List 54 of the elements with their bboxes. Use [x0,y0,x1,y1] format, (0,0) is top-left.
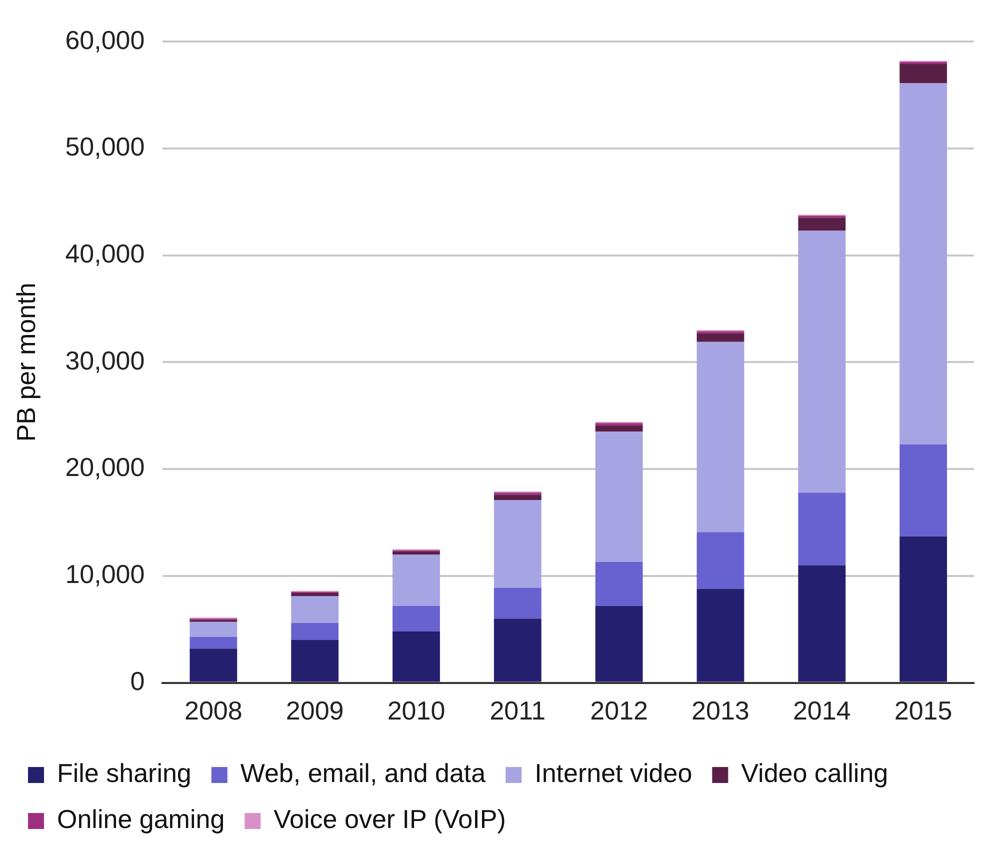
x-tick-label: 2008 [184,696,242,726]
bar [595,425,643,432]
bar [291,596,339,623]
x-tick-label: 2012 [590,696,648,726]
y-tick-label: 30,000 [65,345,145,376]
bar [900,83,947,444]
x-tick-label: 2010 [387,696,446,726]
bar [798,218,846,231]
bar [190,636,238,649]
bar [900,536,947,682]
y-tick-label: 40,000 [65,238,145,269]
legend-label: File sharing [57,758,192,788]
y-tick-label: 10,000 [65,559,145,590]
x-tick-label: 2013 [692,696,750,726]
bar [900,64,947,84]
bar [595,562,643,606]
legend-label: Internet video [534,758,692,788]
bar [696,588,744,682]
bar [696,333,744,342]
bar [291,593,339,596]
bar [798,492,846,566]
bar [696,532,744,589]
bar [900,62,947,64]
bar [190,648,238,682]
bar [595,432,643,562]
y-tick-label: 60,000 [65,24,145,55]
bar [798,565,846,682]
bar [494,494,542,500]
bar [696,342,744,532]
y-tick-label: 50,000 [65,132,145,162]
bar [392,606,440,632]
y-tick-label: 20,000 [65,452,145,482]
x-tick-label: 2015 [894,696,952,726]
x-tick-label: 2014 [792,696,851,726]
bar [595,606,643,682]
bar [392,551,440,555]
bar [494,500,542,588]
legend-label: Web, email, and data [240,758,486,788]
y-tick-label: 0 [130,666,145,696]
bar [291,622,339,640]
bar [392,632,440,682]
bar [392,554,440,606]
x-tick-label: 2009 [286,696,344,726]
bar [900,444,947,536]
bar [494,618,542,682]
x-tick-label: 2011 [490,696,546,726]
legend-label: Voice over IP (VoIP) [274,804,506,834]
y-axis-title: PB per month [10,282,41,442]
legend-label: Video calling [741,758,888,788]
bar [798,230,846,493]
legend-label: Online gaming [57,804,225,834]
bar [291,640,339,682]
bar [190,622,238,637]
bar [494,588,542,619]
